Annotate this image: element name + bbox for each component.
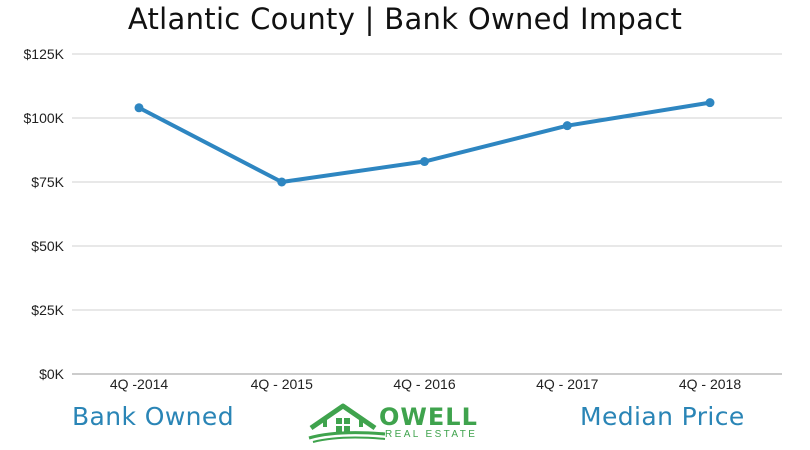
data-point: [562, 121, 572, 131]
data-point: [134, 103, 144, 113]
x-tick-label: 4Q - 2017: [536, 376, 598, 392]
gridlines: [72, 53, 782, 375]
y-tick-label: $25K: [31, 302, 64, 318]
house-icon: [308, 403, 386, 443]
y-tick-label: $125K: [24, 46, 65, 62]
x-tick-label: 4Q - 2018: [679, 376, 741, 392]
y-tick-label: $100K: [24, 110, 65, 126]
logo-wordmark: OWELL: [379, 403, 478, 431]
y-tick-label: $0K: [39, 366, 65, 382]
logo-subtitle: REAL ESTATE: [385, 429, 478, 440]
x-axis-ticks: 4Q -2014 4Q - 2015 4Q - 2016 4Q - 2017 4Q - …: [110, 376, 742, 392]
line-chart: $0K $25K $50K $75K $100K $125K 4Q -2014 4Q - 2…: [24, 46, 782, 392]
footer-label-median-price: Median Price: [580, 402, 745, 431]
footer-label-bank-owned: Bank Owned: [72, 402, 234, 431]
company-logo: OWELL REAL ESTATE: [307, 402, 492, 446]
x-tick-label: 4Q -2014: [110, 376, 169, 392]
series-line: [138, 100, 711, 184]
x-tick-label: 4Q - 2015: [251, 376, 313, 392]
x-tick-label: 4Q - 2016: [393, 376, 455, 392]
y-tick-label: $75K: [31, 174, 64, 190]
y-tick-label: $50K: [31, 238, 64, 254]
chart-title: Atlantic County | Bank Owned Impact: [127, 2, 683, 36]
data-point: [705, 98, 715, 108]
y-axis-ticks: $0K $25K $50K $75K $100K $125K: [24, 46, 65, 382]
series-bank-owned-median-price: [134, 98, 715, 187]
data-point: [277, 177, 287, 187]
data-point: [420, 157, 429, 167]
